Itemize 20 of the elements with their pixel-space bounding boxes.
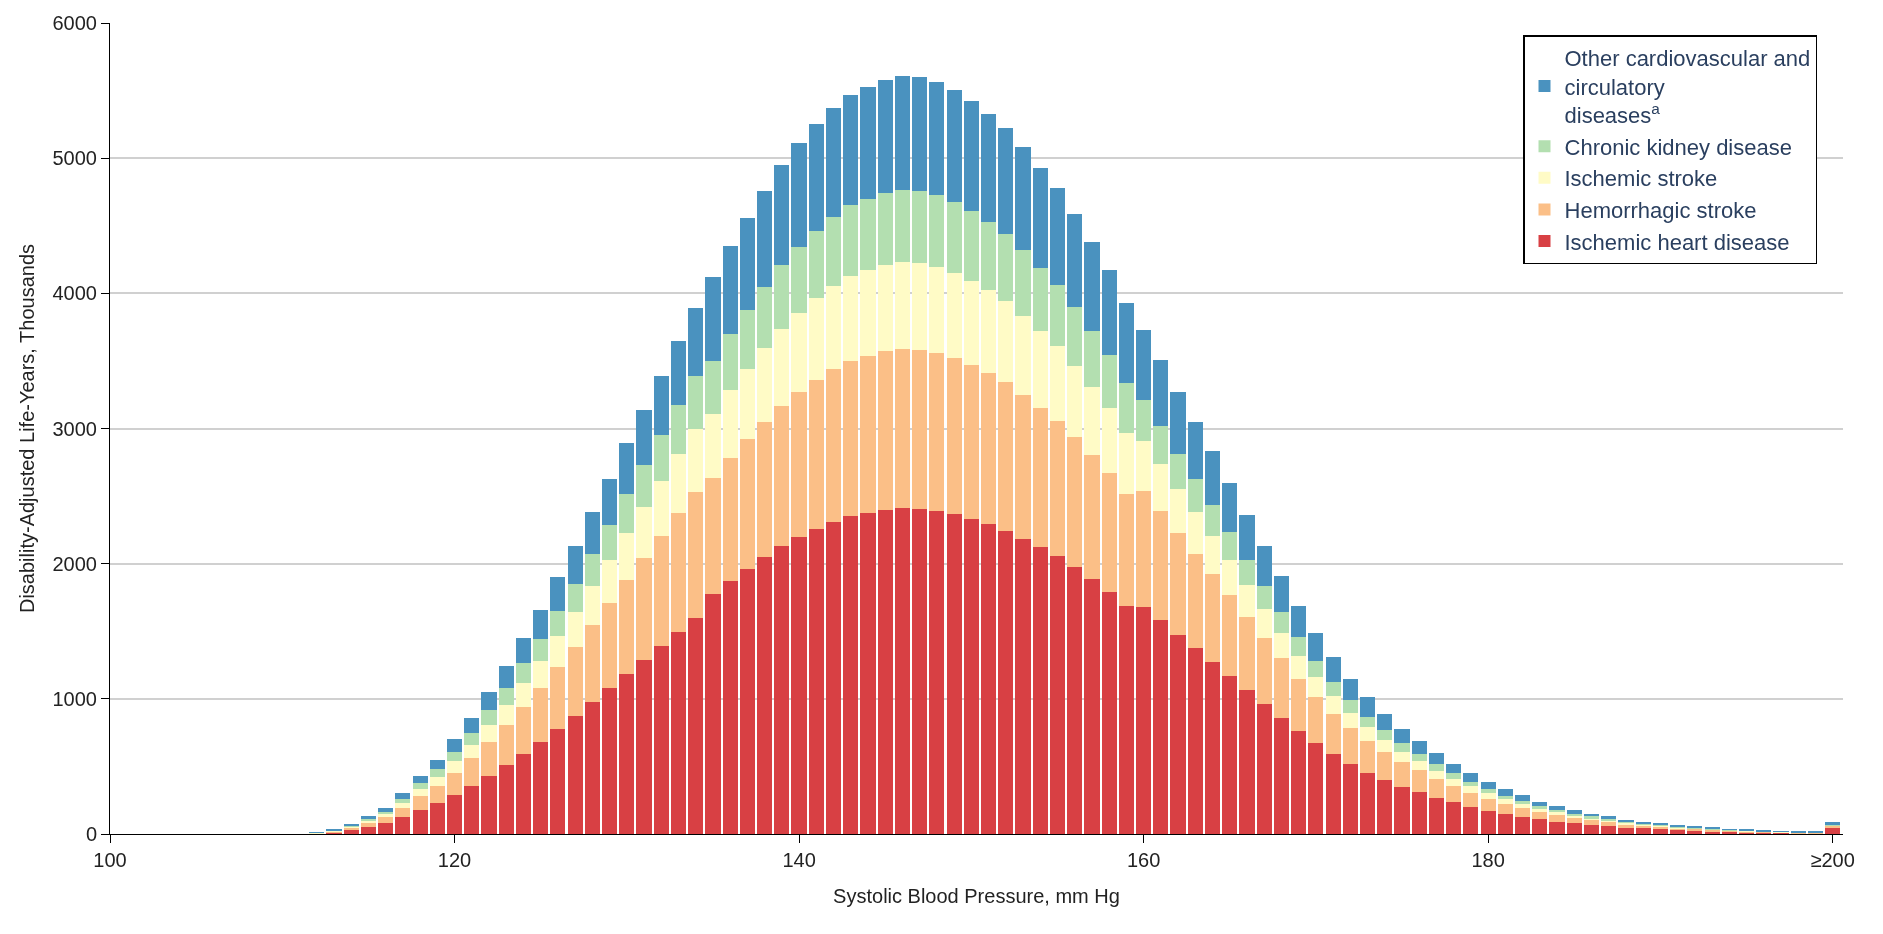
x-axis-title: Systolic Blood Pressure, mm Hg: [833, 884, 1120, 907]
y-tick-label: 6000: [52, 12, 97, 34]
y-tick-label: 3000: [52, 417, 97, 440]
legend-label: Hemorrhagic stroke: [1564, 198, 1757, 224]
x-tick-label: ≥200: [1810, 849, 1855, 871]
y-tick-label: 1000: [52, 687, 97, 710]
x-tick-label: 160: [1126, 849, 1161, 871]
y-tick-label: 2000: [52, 552, 97, 575]
y-axis-title: Disability-Adjusted Life-Years, Thousands: [16, 243, 38, 614]
legend-label: Chronic kidney disease: [1564, 134, 1792, 160]
y-tick-label: 4000: [52, 282, 97, 305]
x-tick-label: 180: [1471, 849, 1505, 871]
x-tick-label: 100: [93, 849, 127, 871]
legend-label: Ischemic heart disease: [1564, 229, 1790, 255]
legend-label: Other cardiovascular and circulatory diseases$^{a}$: [1564, 46, 1811, 129]
legend-label: Ischemic stroke: [1564, 166, 1718, 192]
x-tick-label: 120: [437, 849, 472, 871]
y-tick-label: 5000: [52, 147, 97, 170]
x-tick-label: 140: [782, 849, 816, 871]
y-tick-label: 0: [85, 823, 97, 845]
